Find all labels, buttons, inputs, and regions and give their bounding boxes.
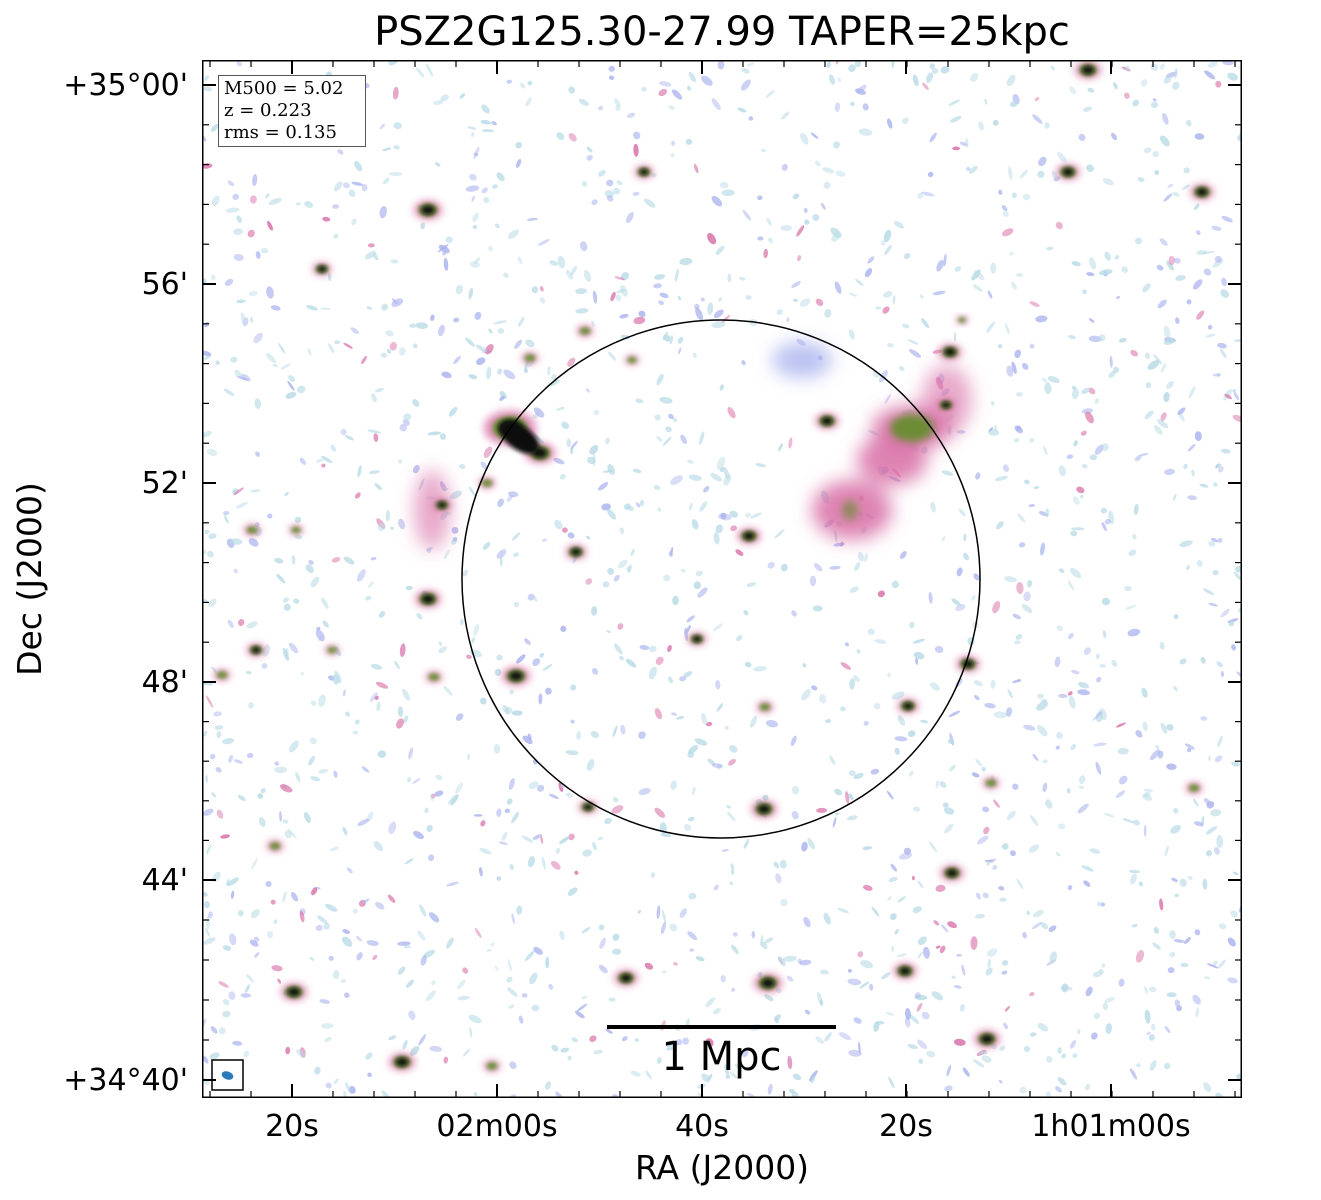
redshift-text: z = 0.223 xyxy=(224,100,312,121)
x-tick-label: 1h01m00s xyxy=(1031,1109,1191,1144)
radio-image-panel xyxy=(202,60,1242,1098)
rms-text: rms = 0.135 xyxy=(224,122,337,143)
x-axis-label: RA (J2000) xyxy=(634,1148,810,1187)
y-axis-label: Dec (J2000) xyxy=(10,482,49,676)
diffuse-core xyxy=(842,414,934,520)
y-tick-label: 56' xyxy=(141,267,188,302)
image-title: PSZ2G125.30-27.99 TAPER=25kpc xyxy=(374,9,1070,55)
map-frame xyxy=(202,60,1242,1098)
scale-bar-label: 1 Mpc xyxy=(661,1034,782,1080)
y-tick-label: +34°40' xyxy=(63,1063,188,1098)
r500-circle xyxy=(461,319,981,839)
x-tick-label: 20s xyxy=(879,1109,933,1144)
cluster-info-box: M500 = 5.02 z = 0.223 rms = 0.135 xyxy=(218,75,366,147)
x-tick-label: 20s xyxy=(265,1109,319,1144)
radio-map xyxy=(202,60,1242,1098)
x-tick-label: 40s xyxy=(675,1109,729,1144)
point-sources xyxy=(213,61,1214,1072)
y-tick-label: 44' xyxy=(141,863,188,898)
beam-ellipse xyxy=(221,1071,234,1080)
y-tick-label: 48' xyxy=(141,665,188,700)
map-background xyxy=(202,60,1242,1098)
y-tick-label: +35°00' xyxy=(63,68,188,103)
y-tick-label: 52' xyxy=(141,466,188,501)
x-tick-label: 02m00s xyxy=(436,1109,558,1144)
beam-box xyxy=(211,1059,244,1091)
m500-text: M500 = 5.02 xyxy=(224,78,344,99)
